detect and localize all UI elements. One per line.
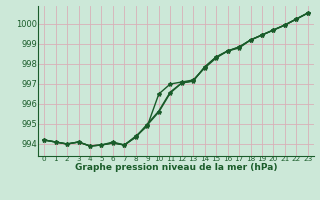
X-axis label: Graphe pression niveau de la mer (hPa): Graphe pression niveau de la mer (hPa) (75, 163, 277, 172)
